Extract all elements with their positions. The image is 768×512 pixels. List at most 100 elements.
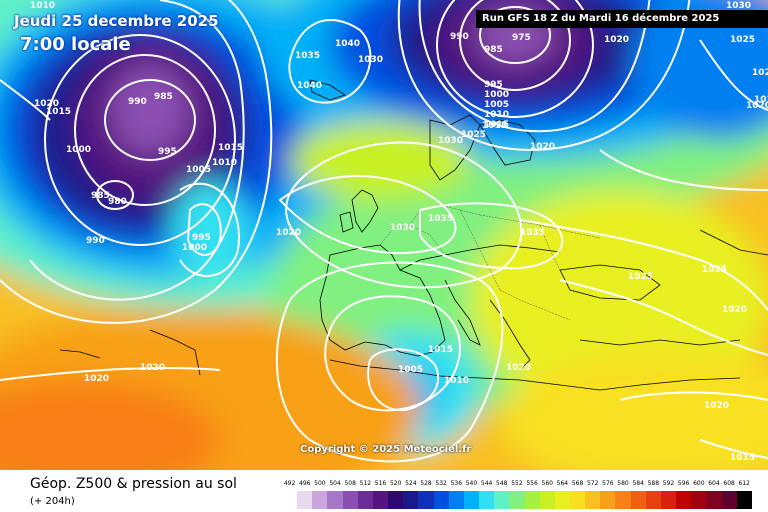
isobar-label: 1025	[730, 35, 755, 45]
isobar-label: 995	[192, 233, 211, 243]
scale-swatch	[357, 491, 373, 509]
isobar-label: 990	[86, 236, 105, 246]
weather-map: 1010 1030 1020 1015 990 985 1000 995 985…	[0, 0, 768, 470]
isobar-label: 1010	[444, 376, 469, 386]
scale-swatch	[524, 491, 540, 509]
scale-swatch	[554, 491, 570, 509]
scale-swatch	[585, 491, 601, 509]
scale-swatch	[691, 491, 707, 509]
copyright-notice: Copyright © 2025 Meteociel.fr	[300, 444, 472, 455]
isobar-label: 1015	[46, 107, 71, 117]
isobar-label: 990	[128, 97, 147, 107]
scale-label: 492	[283, 480, 296, 487]
isobar-label: 1020	[722, 305, 747, 315]
isobar-label: 1035	[520, 228, 545, 238]
isobar-label: 1035	[295, 51, 320, 61]
scale-swatch	[630, 491, 646, 509]
scale-label: 572	[586, 480, 599, 487]
scale-swatch	[342, 491, 358, 509]
scale-label: 496	[299, 480, 311, 487]
scale-swatch	[676, 491, 692, 509]
scale-swatch	[539, 491, 555, 509]
isobar-label: 1020	[84, 374, 109, 384]
isobar-label: 1015	[218, 143, 243, 153]
isobar-label: 1020	[604, 35, 629, 45]
forecast-date: Jeudi 25 decembre 2025	[14, 12, 219, 30]
scale-label: 524	[405, 480, 417, 487]
scale-label: 528	[420, 480, 432, 487]
isobar-label: 995	[484, 80, 503, 90]
isobar-label: 1000	[182, 243, 207, 253]
scale-swatch	[479, 491, 495, 509]
scale-label: 592	[662, 480, 675, 487]
scale-swatch	[600, 491, 616, 509]
scale-label: 516	[374, 480, 387, 487]
isobar-label: 1010	[30, 1, 55, 11]
scale-label: 544	[480, 480, 493, 487]
isobar-label: 1015	[754, 95, 768, 105]
color-scale-swatches	[282, 491, 752, 509]
scale-label: 540	[465, 480, 478, 487]
isobar-label: 1000	[66, 145, 91, 155]
scale-swatch	[736, 491, 752, 509]
isobar-label: 1015	[484, 120, 509, 130]
isobar-label: 1030	[390, 223, 415, 233]
scale-label: 568	[571, 480, 584, 487]
scale-label: 504	[329, 480, 341, 487]
scale-label: 576	[602, 480, 614, 487]
scale-swatch	[372, 491, 389, 509]
scale-label: 608	[723, 480, 735, 487]
isobar-label: 1020	[140, 363, 165, 373]
isobar-label: 1030	[726, 1, 751, 11]
scale-swatch	[706, 491, 722, 509]
isobar-label: 1020	[704, 401, 729, 411]
scale-swatch	[660, 491, 677, 509]
isobar-label: 1030	[438, 136, 463, 146]
isobar-label: 1035	[428, 214, 453, 224]
isobar-label: 1025	[752, 68, 768, 78]
country-borders	[379, 204, 601, 321]
scale-swatch	[403, 491, 419, 509]
scale-label: 500	[314, 480, 326, 487]
isobar-label: 985	[91, 191, 110, 201]
isobar-label: 985	[484, 45, 503, 55]
scale-swatch	[312, 491, 328, 509]
geopotential-field	[0, 0, 768, 470]
isobar-label: 1020	[746, 101, 768, 111]
scale-label: 508	[344, 480, 356, 487]
color-scale-legend: 492 496 500 504 508 512 516 520 524 528 532 536 540 5…	[282, 478, 752, 509]
scale-swatch	[418, 491, 434, 509]
color-scale-labels: 492 496 500 504 508 512 516 520 524 528 532 536 540 5…	[282, 478, 752, 490]
scale-swatch	[645, 491, 661, 509]
isobar-label: 1010	[484, 110, 509, 120]
isobar-label: 980	[108, 197, 127, 207]
map-svg: 1010 1030 1020 1015 990 985 1000 995 985…	[0, 0, 768, 470]
isobar-label: 1005	[484, 100, 509, 110]
scale-swatch	[388, 491, 404, 509]
scale-label: 588	[647, 480, 660, 487]
scale-swatch	[448, 491, 464, 509]
scale-swatch	[282, 491, 298, 509]
scale-swatch	[615, 491, 631, 509]
scale-label: 596	[677, 480, 690, 487]
isobar-label: 1015	[482, 121, 507, 131]
scale-label: 532	[435, 480, 447, 487]
isobar-label: 1030	[358, 55, 383, 65]
isobar-label: 995	[158, 147, 177, 157]
scale-label: 520	[389, 480, 402, 487]
isobar-label: 1025	[461, 130, 486, 140]
forecast-local-time: 7:00 locale	[20, 34, 131, 55]
isobar-labels: 1010 1030 1020 1015 990 985 1000 995 985…	[30, 1, 768, 463]
scale-label: 604	[708, 480, 720, 487]
scale-swatch	[509, 491, 525, 509]
isobar-label: 990	[450, 32, 469, 42]
isobar-label: 1015	[428, 345, 453, 355]
scale-swatch	[327, 491, 343, 509]
isobar-label: 1025	[628, 272, 653, 282]
scale-label: 536	[450, 480, 463, 487]
lead-time: (+ 204h)	[30, 496, 75, 507]
isobar-label: 1020	[34, 99, 59, 109]
scale-label: 612	[738, 480, 750, 487]
isobar-label: 1040	[335, 39, 360, 49]
